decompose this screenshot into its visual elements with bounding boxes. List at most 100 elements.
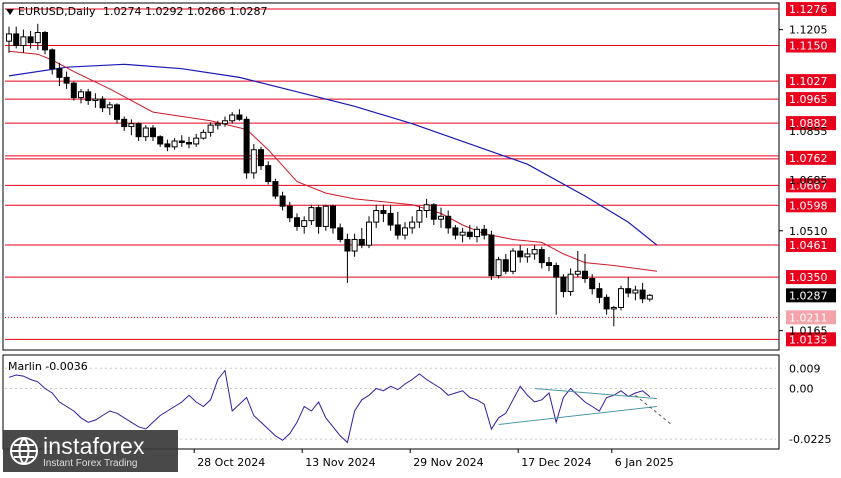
time-axis: 28 Oct 2024 13 Nov 2024 29 Nov 2024 17 Dec … xyxy=(193,449,674,469)
level-label: 1.1027 xyxy=(789,75,828,88)
candle xyxy=(337,223,344,243)
candle xyxy=(322,204,329,231)
level-label: 1.0461 xyxy=(789,239,828,252)
candle xyxy=(99,96,106,113)
price-tick-label: 1.0685 xyxy=(789,174,828,187)
candle xyxy=(70,81,77,101)
candle-body xyxy=(589,278,596,290)
candle xyxy=(56,62,63,87)
candle xyxy=(394,211,401,240)
candle-body xyxy=(214,123,221,126)
candle xyxy=(13,26,20,49)
candle xyxy=(373,204,380,228)
triangle-lower-line xyxy=(498,406,658,425)
resistance-levels: 1.1276 1.1150 1.1027 1.0965 1.0882 1.0762 1.06… xyxy=(5,2,836,347)
level-label-bg xyxy=(786,237,836,252)
candle-body xyxy=(236,114,243,120)
candle-body xyxy=(466,231,473,238)
ma-fast-line xyxy=(8,50,658,272)
candle-body xyxy=(394,224,401,236)
candle-body xyxy=(574,270,581,275)
time-tick-label: 13 Nov 2024 xyxy=(305,456,375,469)
candle xyxy=(538,246,545,269)
moving-averages xyxy=(8,50,658,272)
candle-body xyxy=(49,49,56,70)
price-axis: 1.1205 1.0510 1.0165 1.0855 1.0685 1.0287 xyxy=(779,24,836,338)
candle xyxy=(106,101,113,115)
candle-body xyxy=(553,265,560,278)
candle-body xyxy=(13,33,20,47)
candle xyxy=(553,262,560,315)
candle xyxy=(546,256,552,272)
candle-body xyxy=(639,289,646,300)
level-label-bg xyxy=(786,310,836,325)
candle-body xyxy=(488,234,495,277)
candle-body xyxy=(222,120,228,125)
candle xyxy=(42,31,48,55)
candle xyxy=(186,136,192,149)
candle-body xyxy=(646,294,653,300)
candle-body xyxy=(524,253,531,258)
candle-body xyxy=(510,250,516,272)
candle xyxy=(488,230,495,280)
price-tick-label: 1.0510 xyxy=(789,225,828,238)
candle-body xyxy=(272,181,279,197)
candle-body xyxy=(445,215,452,229)
candle xyxy=(459,227,466,243)
candle xyxy=(358,227,365,249)
current-price-label: 1.0287 xyxy=(789,289,828,302)
candle xyxy=(380,204,387,223)
collapse-triangle-icon[interactable] xyxy=(6,9,14,15)
candle xyxy=(178,135,185,147)
candle xyxy=(63,71,70,89)
candle-body xyxy=(596,288,603,298)
price-tick-label: 1.0855 xyxy=(789,125,828,138)
candle-body xyxy=(20,36,27,47)
candle xyxy=(560,274,567,298)
candle-body xyxy=(610,306,617,310)
osc-tick-label: 0.00 xyxy=(789,383,814,396)
candle-body xyxy=(70,82,77,99)
candlesticks xyxy=(6,23,653,327)
candle-body xyxy=(92,98,99,102)
candle-body xyxy=(459,231,466,236)
candle-body xyxy=(265,165,272,183)
candle xyxy=(157,135,164,147)
candle-body xyxy=(150,127,156,138)
candle-body xyxy=(250,149,257,174)
candle-body xyxy=(502,259,509,272)
candle xyxy=(452,224,459,240)
candle-body xyxy=(258,149,264,167)
candle-body xyxy=(366,221,372,246)
candle xyxy=(34,23,41,50)
candle xyxy=(423,198,430,218)
symbol-label: EURUSD,Daily xyxy=(18,5,96,18)
candle xyxy=(438,207,444,228)
candle xyxy=(402,222,408,240)
candle xyxy=(164,139,171,152)
candle-body xyxy=(114,104,120,120)
candle xyxy=(6,26,12,53)
instaforex-logo: instaforex Instant Forex Trading xyxy=(3,430,178,472)
level-label-bg xyxy=(786,178,836,193)
candle-body xyxy=(56,68,63,78)
candle-body xyxy=(186,141,192,145)
candle xyxy=(243,116,250,179)
level-label-bg xyxy=(786,116,836,131)
indicator-label: Marlin -0.0036 xyxy=(8,360,88,373)
candle-body xyxy=(358,238,365,246)
candle xyxy=(20,29,27,53)
candle xyxy=(416,206,423,228)
candle-body xyxy=(42,31,48,51)
current-price-bg xyxy=(786,288,836,303)
candle-body xyxy=(308,207,315,222)
marlin-oscillator: 0.009 0.00 -0.0225 xyxy=(5,362,831,446)
candle-body xyxy=(618,288,624,308)
time-tick-label: 28 Oct 2024 xyxy=(197,456,265,469)
candle xyxy=(639,282,646,304)
candle xyxy=(200,129,207,140)
candle-body xyxy=(294,217,300,227)
candle xyxy=(510,248,516,275)
